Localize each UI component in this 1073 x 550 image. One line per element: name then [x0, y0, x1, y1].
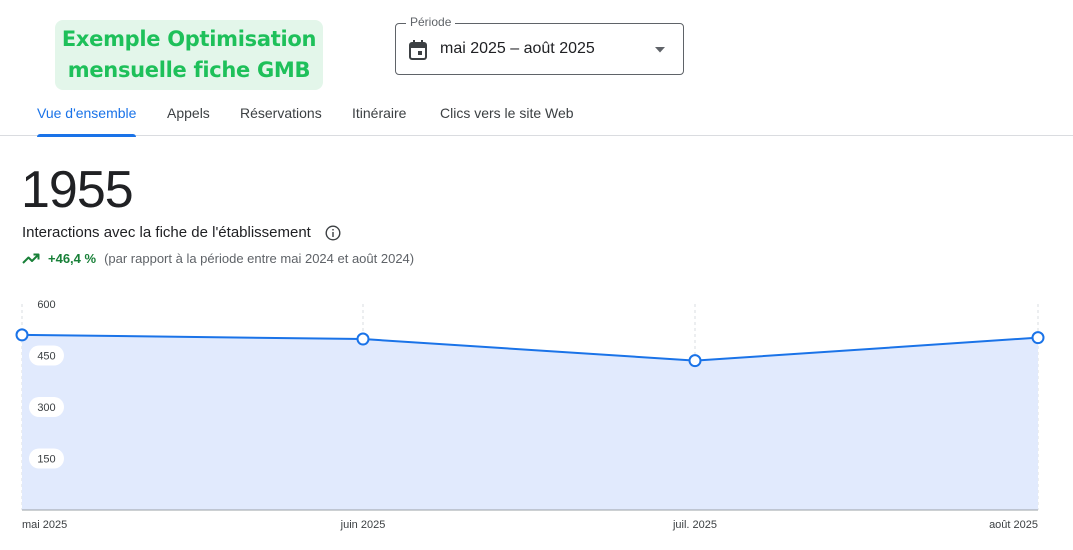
period-label: Période [406, 15, 456, 29]
x-tick-label: août 2025 [989, 519, 1038, 531]
promo-line-1: Exemple Optimisation [61, 27, 317, 51]
period-select[interactable]: Période mai 2025 – août 2025 [395, 15, 684, 75]
data-point [15, 328, 29, 342]
tab-calls[interactable]: Appels [167, 105, 210, 121]
metric-label: Interactions avec la fiche de l'établiss… [22, 224, 311, 241]
y-tick-label: 450 [37, 351, 55, 363]
tab-directions[interactable]: Itinéraire [352, 105, 407, 121]
area-fill [22, 334, 1038, 510]
tab-website-clicks[interactable]: Clics vers le site Web [440, 105, 574, 121]
y-tick-label: 300 [37, 402, 55, 414]
x-tick-label: mai 2025 [22, 519, 67, 531]
trend-row: +46,4 % (par rapport à la période entre … [22, 249, 414, 267]
data-point [356, 332, 370, 346]
info-icon[interactable] [325, 225, 341, 241]
data-point [1031, 331, 1045, 345]
trend-comparison: (par rapport à la période entre mai 2024… [104, 250, 415, 266]
y-tick-pill [29, 397, 64, 417]
y-tick-pill [29, 345, 64, 366]
trending-up-icon [22, 253, 40, 264]
calendar-icon [409, 40, 427, 60]
period-value: mai 2025 – août 2025 [440, 40, 595, 57]
y-tick-label: 600 [37, 299, 55, 311]
promo-line-2: mensuelle fiche GMB [67, 58, 311, 82]
chevron-down-icon [655, 47, 665, 53]
x-tick-label: juin 2025 [340, 519, 386, 531]
data-point [688, 354, 702, 368]
tab-bar: Vue d'ensemble Appels Réservations Itiné… [0, 90, 1073, 137]
trend-percentage: +46,4 % [48, 250, 97, 266]
promo-badge: Exemple Optimisation mensuelle fiche GMB [55, 20, 323, 90]
tab-overview[interactable]: Vue d'ensemble [37, 90, 137, 137]
interactions-area-chart: 150 300 450 600 mai 2025 juin 2025 juil. 2025 a… [15, 299, 1045, 531]
tab-bookings[interactable]: Réservations [240, 105, 322, 121]
metric-value: 1955 [21, 161, 134, 219]
y-tick-pill [29, 448, 64, 469]
x-tick-label: juil. 2025 [672, 519, 717, 531]
series-line [21, 333, 1039, 362]
y-tick-label: 150 [37, 454, 55, 466]
